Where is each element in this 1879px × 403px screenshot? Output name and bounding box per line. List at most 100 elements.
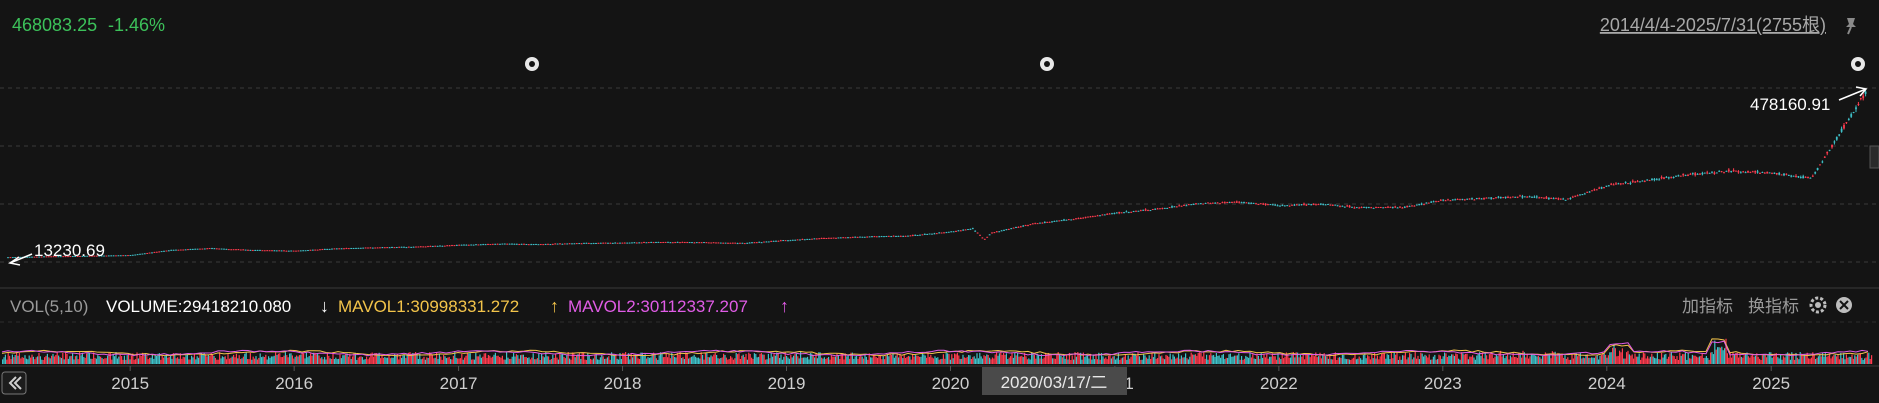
volume-bar bbox=[482, 356, 484, 364]
volume-bar bbox=[1297, 352, 1299, 364]
volume-bar bbox=[856, 355, 858, 364]
volume-bar bbox=[1444, 352, 1446, 364]
candle-body bbox=[1154, 208, 1157, 210]
volume-bar bbox=[1690, 358, 1692, 364]
volume-bar bbox=[963, 357, 965, 364]
range-label[interactable]: 2014/4/4-2025/7/31(2755根) bbox=[1600, 15, 1826, 35]
close-icon[interactable] bbox=[1836, 297, 1852, 313]
volume-bar bbox=[787, 357, 789, 364]
candle-body bbox=[271, 250, 273, 252]
volume-bar bbox=[1192, 354, 1194, 364]
volume-bar bbox=[167, 357, 169, 364]
volume-bar bbox=[849, 358, 851, 364]
scroll-left-button[interactable] bbox=[1, 371, 27, 395]
event-marker-icon[interactable] bbox=[1851, 57, 1865, 71]
volume-bar bbox=[1056, 354, 1058, 364]
mavol1-value: MAVOL1:30998331.272 bbox=[338, 297, 519, 316]
candle-body bbox=[338, 248, 341, 250]
volume-bar bbox=[384, 357, 386, 364]
candle-body bbox=[1737, 171, 1740, 173]
volume-bar bbox=[1301, 356, 1303, 364]
add-indicator-button[interactable]: 加指标 bbox=[1682, 297, 1733, 316]
volume-bar bbox=[1603, 353, 1605, 364]
volume-bar bbox=[793, 355, 795, 364]
candle-body bbox=[1550, 197, 1553, 199]
volume-bar bbox=[1635, 356, 1637, 364]
candle-body bbox=[731, 242, 734, 244]
volume-bar bbox=[1136, 355, 1138, 364]
volume-bar bbox=[937, 357, 939, 364]
volume-bar bbox=[1234, 355, 1236, 364]
volume-bar bbox=[1371, 354, 1373, 364]
volume-bar bbox=[751, 357, 753, 364]
volume-bar bbox=[1504, 358, 1506, 364]
volume-bar bbox=[77, 359, 79, 364]
volume-bar bbox=[1644, 353, 1646, 364]
volume-bar bbox=[1060, 355, 1062, 364]
candle-body bbox=[1192, 203, 1195, 205]
volume-bar bbox=[122, 359, 124, 364]
volume-bar bbox=[510, 358, 512, 364]
volume-bar bbox=[802, 357, 804, 364]
event-marker-icon[interactable] bbox=[525, 57, 539, 71]
volume-bar bbox=[1843, 353, 1845, 364]
candle-body bbox=[143, 253, 146, 255]
volume-bar bbox=[321, 357, 323, 364]
candle-body bbox=[1339, 206, 1341, 208]
volume-bar bbox=[1025, 356, 1027, 364]
volume-bar bbox=[73, 359, 75, 364]
volume-bar bbox=[647, 357, 649, 364]
candle-body bbox=[1238, 201, 1241, 203]
volume-bar bbox=[1490, 352, 1492, 364]
volume-bar bbox=[468, 353, 470, 364]
candle-body bbox=[1514, 196, 1517, 198]
candle-body bbox=[1831, 144, 1833, 148]
event-marker-icon[interactable] bbox=[1040, 57, 1054, 71]
vol-label[interactable]: VOL(5,10) bbox=[10, 297, 88, 316]
candle-body bbox=[1396, 207, 1399, 209]
volume-bar bbox=[1528, 358, 1530, 364]
volume-bar bbox=[620, 358, 622, 364]
volume-bar bbox=[728, 359, 730, 364]
volume-bar bbox=[1595, 356, 1597, 364]
pin-icon[interactable] bbox=[1846, 18, 1856, 35]
candle-body bbox=[273, 250, 276, 252]
volume-bar bbox=[1173, 356, 1175, 364]
volume-bar bbox=[626, 356, 628, 364]
volume-bar bbox=[1318, 356, 1320, 364]
candle-body bbox=[1564, 199, 1567, 201]
volume-bar bbox=[506, 352, 508, 364]
volume-bar bbox=[1732, 352, 1734, 364]
volume-bar bbox=[1802, 355, 1804, 364]
volume-bar bbox=[1183, 357, 1185, 364]
volume-bar bbox=[217, 359, 219, 364]
volume-bar bbox=[1409, 352, 1411, 364]
volume-bar bbox=[1803, 354, 1805, 364]
volume-bar bbox=[714, 352, 716, 364]
volume-bar bbox=[847, 355, 849, 364]
gear-icon[interactable] bbox=[1809, 296, 1827, 314]
volume-bar bbox=[605, 358, 607, 364]
volume-bar bbox=[322, 359, 324, 364]
candle-body bbox=[837, 237, 840, 239]
switch-indicator-button[interactable]: 换指标 bbox=[1748, 297, 1799, 316]
volume-bar bbox=[683, 358, 685, 364]
candle-body bbox=[304, 250, 307, 252]
candle-body bbox=[1063, 219, 1065, 221]
volume-bar bbox=[1525, 357, 1527, 364]
candle-body bbox=[393, 247, 396, 249]
candle-body bbox=[1161, 207, 1164, 209]
candle-body bbox=[415, 246, 417, 248]
volume-bar bbox=[692, 356, 694, 364]
candle-body bbox=[1111, 213, 1113, 215]
candle-body bbox=[863, 236, 866, 238]
right-axis-tab[interactable] bbox=[1869, 145, 1879, 169]
candle-body bbox=[959, 230, 962, 232]
candle-body bbox=[1127, 212, 1130, 214]
candle-body bbox=[160, 251, 163, 253]
volume-bar bbox=[405, 358, 407, 364]
candle-body bbox=[1106, 213, 1109, 215]
candle-body bbox=[187, 249, 189, 251]
volume-bar bbox=[1642, 352, 1644, 364]
